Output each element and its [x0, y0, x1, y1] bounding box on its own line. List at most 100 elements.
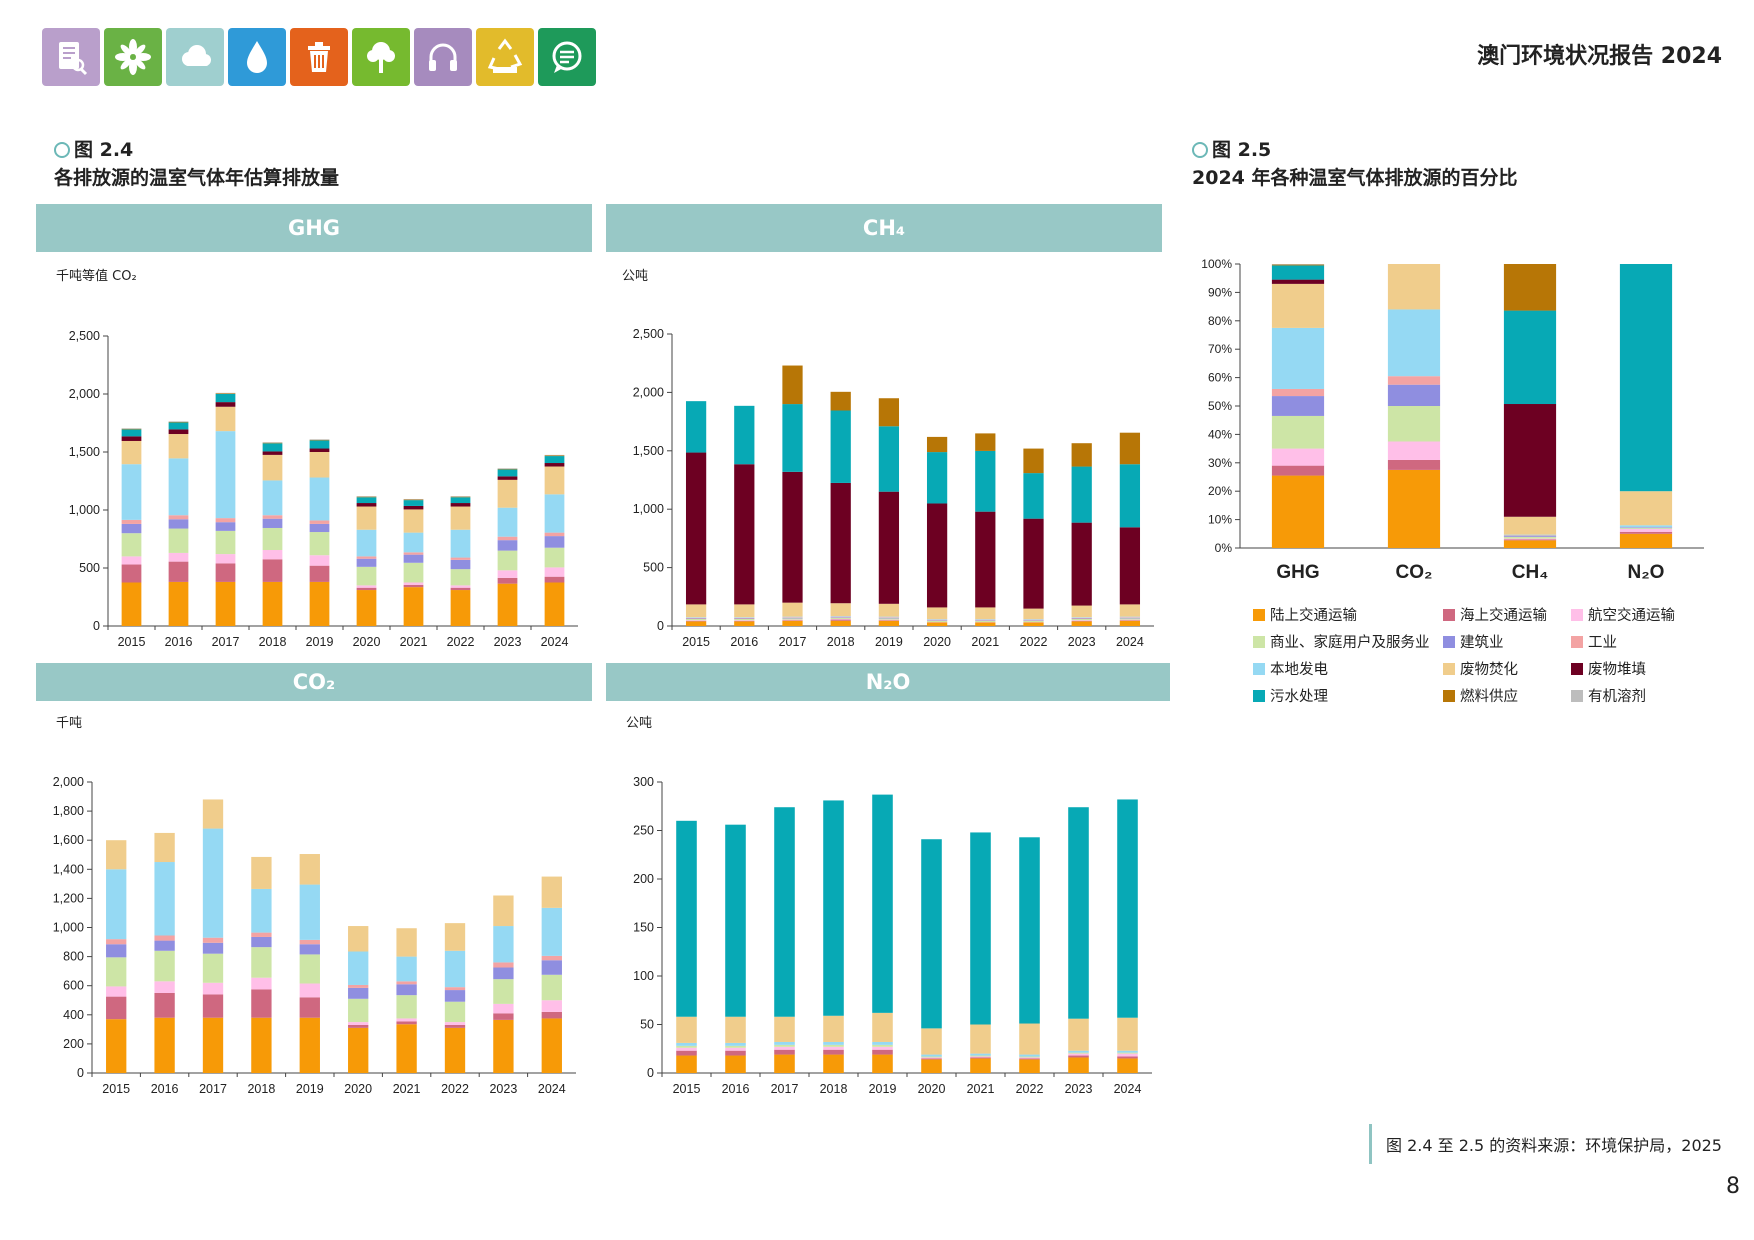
- n2o-unit-label: 公吨: [626, 716, 653, 731]
- bar-segment: [1271, 415, 1325, 449]
- bar-segment: [975, 607, 996, 620]
- bar-segment: [215, 402, 236, 407]
- bar-segment: [251, 947, 272, 978]
- bar-segment: [121, 519, 142, 524]
- bar-segment: [1503, 404, 1557, 517]
- bar-segment: [497, 550, 518, 571]
- report-icon[interactable]: [42, 28, 100, 86]
- bar-segment: [774, 1054, 795, 1073]
- bar-segment: [1619, 533, 1673, 548]
- bar-segment: [926, 452, 948, 504]
- x-tick-label: 2024: [541, 635, 569, 649]
- bar-segment: [823, 1046, 844, 1050]
- bar-segment: [878, 616, 900, 618]
- x-tick-label: 2015: [682, 635, 710, 649]
- ghg-banner: GHG: [36, 204, 592, 252]
- bar-segment: [1503, 264, 1557, 311]
- bar-segment: [1271, 475, 1325, 548]
- x-tick-label: 2015: [673, 1082, 701, 1096]
- x-tick-label: 2020: [353, 635, 381, 649]
- cloud-icon[interactable]: [166, 28, 224, 86]
- x-tick-label: 2022: [441, 1082, 469, 1096]
- legend-item: 建筑业: [1443, 631, 1571, 652]
- chat-icon[interactable]: [538, 28, 596, 86]
- x-tick-label: 2020: [344, 1082, 372, 1096]
- x-tick-label: 2021: [393, 1082, 421, 1096]
- bar-segment: [541, 1000, 562, 1012]
- bar-segment: [493, 895, 514, 927]
- bar-segment: [262, 527, 283, 551]
- bar-segment: [725, 1050, 746, 1056]
- tree-icon[interactable]: [352, 28, 410, 86]
- bar-segment: [450, 585, 471, 588]
- bar-segment: [970, 1058, 991, 1073]
- trash-icon[interactable]: [290, 28, 348, 86]
- bar-segment: [497, 540, 518, 551]
- bar-segment: [168, 581, 189, 626]
- bar-segment: [403, 582, 424, 585]
- bar-segment: [348, 951, 369, 985]
- bar-segment: [348, 1022, 369, 1025]
- legend-item: 废物堆填: [1571, 658, 1721, 679]
- bar-segment: [878, 491, 900, 604]
- bar-segment: [444, 990, 466, 1002]
- bar-segment: [1503, 540, 1557, 548]
- bar-segment: [975, 450, 996, 512]
- bar-segment: [1271, 279, 1325, 284]
- y-tick-label: 2,000: [69, 387, 100, 401]
- bar-segment: [1387, 459, 1441, 470]
- bar-segment: [1019, 1054, 1040, 1057]
- bar-segment: [215, 530, 236, 555]
- y-tick-label: 0: [657, 619, 664, 633]
- bar-segment: [782, 619, 803, 621]
- bar-segment: [830, 603, 851, 617]
- bar-segment: [215, 406, 236, 432]
- bar-segment: [493, 1003, 514, 1014]
- bar-segment: [168, 429, 189, 435]
- bar-segment: [356, 529, 377, 557]
- bar-segment: [1503, 310, 1557, 405]
- bar-segment: [823, 800, 844, 1016]
- bar-segment: [121, 533, 142, 557]
- bar-segment: [396, 1024, 417, 1073]
- ch4-banner: CH₄: [606, 204, 1162, 252]
- x-tick-label: CH₄: [1512, 562, 1549, 583]
- category-icon-bar: [42, 28, 600, 86]
- bar-segment: [309, 452, 330, 478]
- water-drop-icon[interactable]: [228, 28, 286, 86]
- x-tick-label: 2022: [1016, 1082, 1044, 1096]
- bar-segment: [168, 515, 189, 520]
- bar-segment: [676, 1016, 697, 1043]
- bar-segment: [121, 582, 142, 626]
- bar-segment: [1387, 264, 1441, 310]
- x-tick-label: 2023: [494, 635, 522, 649]
- bar-segment: [356, 566, 377, 586]
- bar-segment: [106, 1019, 127, 1073]
- leaf-icon[interactable]: [104, 28, 162, 86]
- bar-segment: [348, 998, 369, 1023]
- bar-segment: [676, 820, 697, 1017]
- bar-segment: [215, 394, 236, 403]
- bar-segment: [493, 926, 514, 963]
- bar-segment: [1068, 1055, 1089, 1058]
- bar-segment: [878, 603, 900, 617]
- x-tick-label: 2016: [151, 1082, 179, 1096]
- bar-segment: [823, 1044, 844, 1047]
- y-tick-label: 1,800: [53, 804, 84, 818]
- bar-segment: [154, 940, 175, 951]
- recycle-icon[interactable]: [476, 28, 534, 86]
- x-tick-label: 2022: [447, 635, 475, 649]
- bar-segment: [782, 365, 803, 405]
- bar-segment: [168, 519, 189, 529]
- bar-segment: [1071, 605, 1092, 618]
- bar-segment: [299, 997, 320, 1018]
- bar-segment: [1271, 327, 1325, 389]
- bar-segment: [168, 421, 189, 422]
- x-tick-label: CO₂: [1396, 562, 1433, 583]
- figure-2-4-label: 图 2.4: [74, 139, 134, 161]
- bar-segment: [450, 503, 471, 507]
- bar-segment: [725, 1016, 746, 1043]
- y-tick-label: 20%: [1208, 484, 1232, 498]
- headphones-icon[interactable]: [414, 28, 472, 86]
- bar-segment: [1068, 1018, 1089, 1051]
